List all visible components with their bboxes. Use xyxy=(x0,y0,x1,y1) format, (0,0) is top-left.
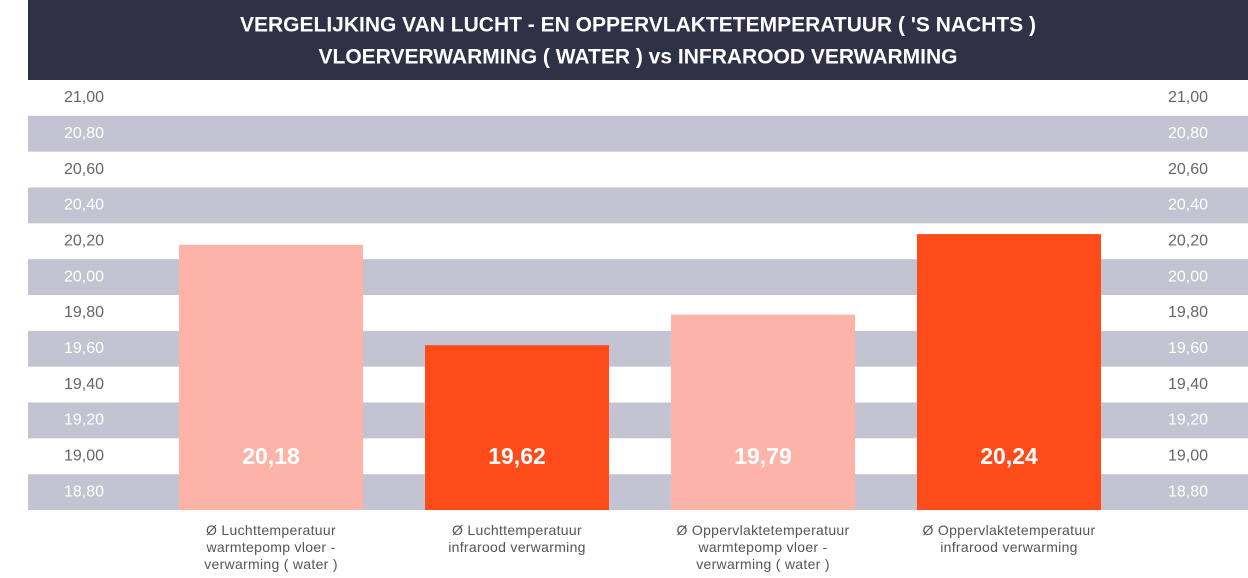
y-tick-label: 20,60 xyxy=(64,161,104,178)
chart-title: VERGELIJKING VAN LUCHT - EN OPPERVLAKTET… xyxy=(240,14,1036,37)
y2-tick-label: 19,00 xyxy=(1168,447,1208,464)
y-tick-label: 19,60 xyxy=(64,340,104,357)
y2-tick-label: 20,40 xyxy=(1168,197,1208,214)
grid-band xyxy=(28,187,1248,224)
y-tick-label: 18,80 xyxy=(64,483,104,500)
y-tick-label: 20,40 xyxy=(64,197,104,214)
bar xyxy=(671,314,855,510)
title-bar xyxy=(28,0,1248,80)
y-tick-label: 19,00 xyxy=(64,447,104,464)
y-tick-label: 21,00 xyxy=(64,89,104,106)
y2-tick-label: 20,80 xyxy=(1168,125,1208,142)
y2-tick-label: 18,80 xyxy=(1168,483,1208,500)
y2-tick-label: 20,00 xyxy=(1168,268,1208,285)
y-tick-label: 20,20 xyxy=(64,232,104,249)
y2-tick-label: 20,60 xyxy=(1168,161,1208,178)
x-tick-label: Ø Oppervlaktetemperatuur warmtepomp vloe… xyxy=(676,522,850,572)
x-tick-label: Ø Luchttemperatuur infrarood verwarming xyxy=(448,522,586,555)
x-tick-label: Ø Luchttemperatuur warmtepomp vloer - ve… xyxy=(204,522,338,572)
y2-tick-label: 20,20 xyxy=(1168,232,1208,249)
y2-tick-label: 19,60 xyxy=(1168,340,1208,357)
y-tick-label: 19,20 xyxy=(64,412,104,429)
value-label: 20,24 xyxy=(980,443,1038,469)
y2-tick-label: 19,20 xyxy=(1168,412,1208,429)
y-tick-label: 19,40 xyxy=(64,376,104,393)
chart-subtitle: VLOERVERWARMING ( WATER ) vs INFRAROOD V… xyxy=(319,46,958,69)
y2-tick-label: 19,80 xyxy=(1168,304,1208,321)
x-tick-label: Ø Oppervlaktetemperatuur infrarood verwa… xyxy=(922,522,1096,555)
bar xyxy=(179,244,363,511)
bar xyxy=(425,345,609,510)
y-tick-label: 20,00 xyxy=(64,268,104,285)
value-label: 19,79 xyxy=(734,443,792,469)
y-tick-label: 20,80 xyxy=(64,125,104,142)
y-tick-label: 19,80 xyxy=(64,304,104,321)
y2-tick-label: 19,40 xyxy=(1168,376,1208,393)
grid-band xyxy=(28,115,1248,152)
bar xyxy=(917,234,1101,511)
value-label: 20,18 xyxy=(242,443,300,469)
value-label: 19,62 xyxy=(488,443,546,469)
y2-tick-label: 21,00 xyxy=(1168,89,1208,106)
